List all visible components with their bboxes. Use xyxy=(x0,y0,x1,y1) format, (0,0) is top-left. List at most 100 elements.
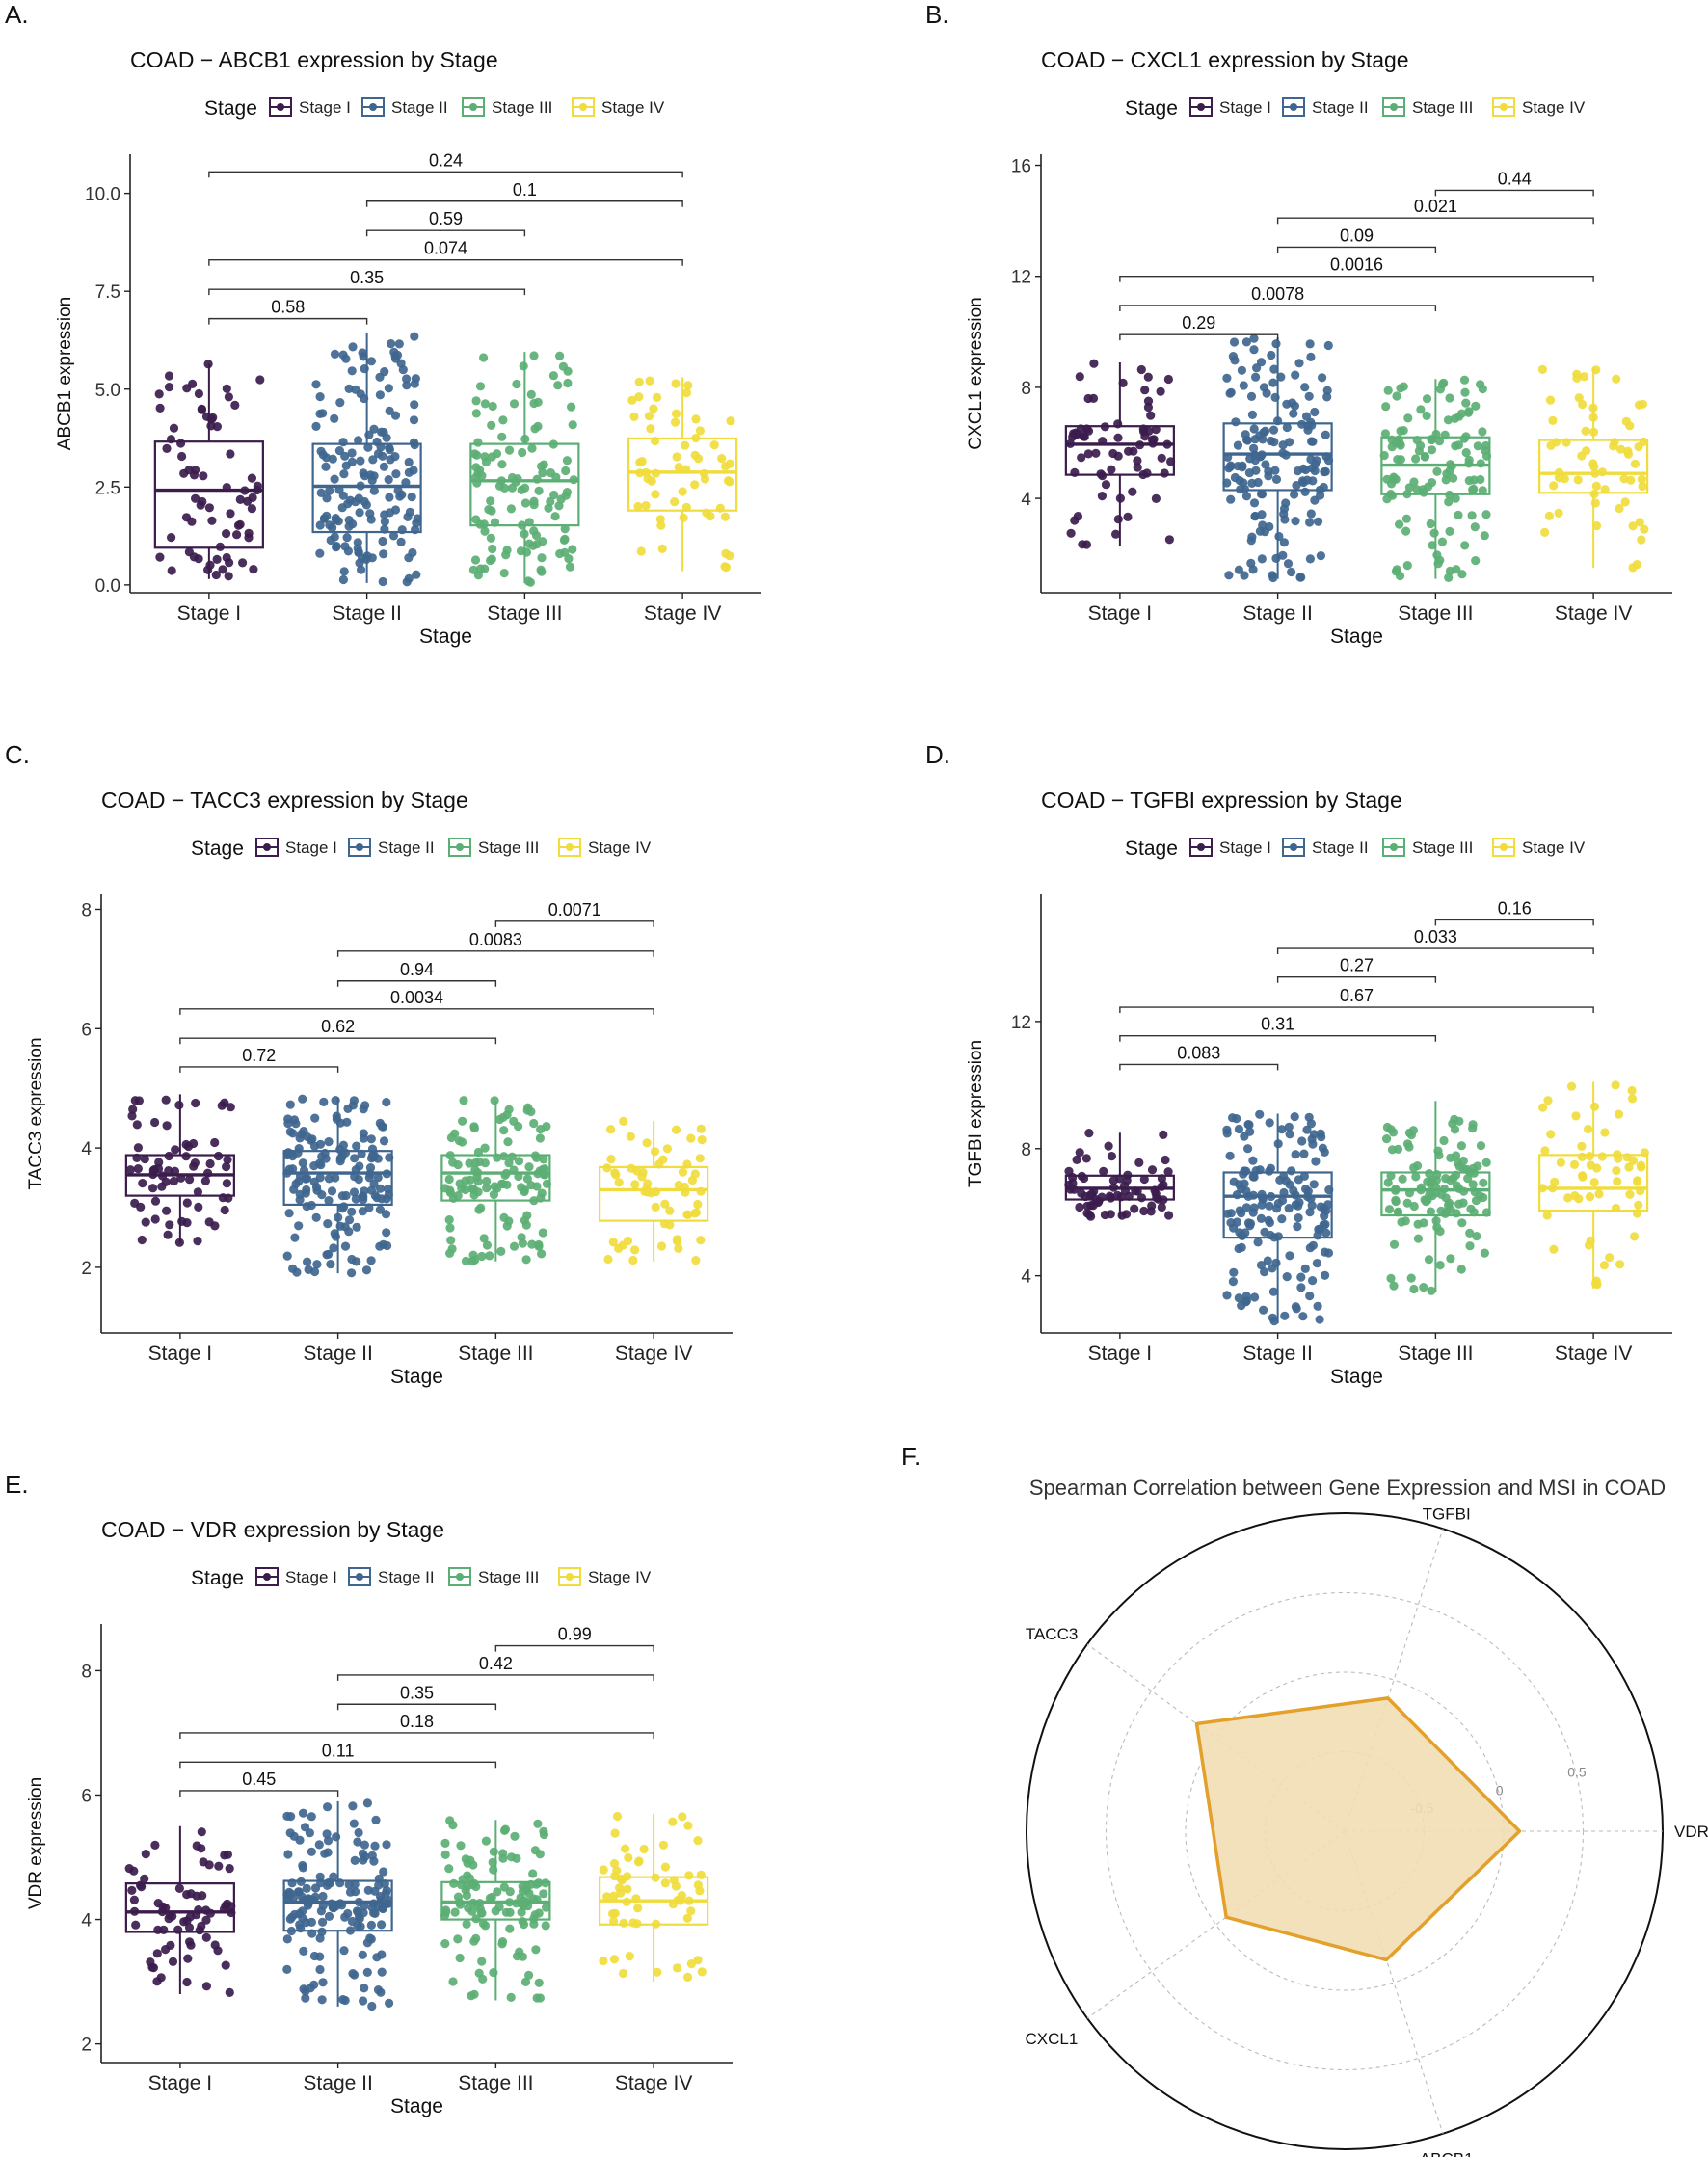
data-point xyxy=(1445,526,1454,537)
box-4 xyxy=(1537,364,1649,573)
data-point xyxy=(290,1233,300,1242)
data-point xyxy=(444,1215,454,1225)
data-point xyxy=(1251,372,1261,382)
data-point xyxy=(521,1255,531,1265)
data-point xyxy=(1428,541,1437,550)
bracket-line xyxy=(208,171,683,178)
data-point xyxy=(1589,1178,1599,1187)
data-point xyxy=(1099,1166,1108,1176)
data-point xyxy=(133,1143,143,1153)
data-point xyxy=(691,1256,701,1265)
comparison-bracket: 0.11 xyxy=(179,1741,497,1769)
data-point xyxy=(1265,1118,1274,1128)
p-value-label: 0.18 xyxy=(400,1712,434,1731)
data-point xyxy=(1456,1141,1466,1151)
data-point xyxy=(498,1112,508,1122)
data-point xyxy=(150,1117,160,1128)
data-point xyxy=(1299,1171,1309,1181)
data-point xyxy=(1259,383,1268,392)
data-point xyxy=(335,398,345,408)
p-value-label: 0.0083 xyxy=(469,930,522,949)
comparison-bracket: 0.083 xyxy=(1119,1043,1279,1071)
legend-label: Stage I xyxy=(285,839,337,857)
data-point xyxy=(1140,432,1150,441)
box-2 xyxy=(1222,1109,1334,1326)
comparison-bracket: 0.1 xyxy=(365,180,683,207)
data-point xyxy=(338,491,348,500)
data-point xyxy=(350,1855,360,1865)
data-point xyxy=(192,1891,201,1901)
data-point xyxy=(526,389,536,399)
data-point xyxy=(1637,1162,1646,1172)
x-tick-label: Stage IV xyxy=(615,2072,693,2094)
data-point xyxy=(1237,365,1246,375)
data-point xyxy=(1245,1221,1255,1231)
data-point xyxy=(1238,463,1247,472)
data-point xyxy=(1478,427,1487,437)
legend-label: Stage IV xyxy=(1522,98,1586,117)
x-tick-label: Stage II xyxy=(1242,602,1312,625)
data-point xyxy=(539,1889,548,1899)
data-point xyxy=(326,535,335,546)
data-point xyxy=(348,342,358,352)
data-point xyxy=(378,1903,387,1913)
box-rect xyxy=(440,1154,551,1202)
data-point xyxy=(645,376,654,386)
p-value-label: 0.0034 xyxy=(390,988,443,1007)
data-point xyxy=(1635,518,1644,527)
data-point xyxy=(1404,1142,1414,1152)
data-point xyxy=(487,420,496,430)
data-point xyxy=(128,1105,138,1114)
data-point xyxy=(1139,1174,1149,1185)
data-point xyxy=(329,1243,338,1253)
comparison-bracket: 0.99 xyxy=(494,1625,654,1652)
data-point xyxy=(486,533,495,543)
y-tick-label: 12 xyxy=(1011,268,1031,288)
data-point xyxy=(224,392,233,402)
data-point xyxy=(288,1893,298,1903)
data-point xyxy=(610,1908,620,1918)
data-point xyxy=(1615,1260,1625,1269)
box-rect xyxy=(282,1879,393,1932)
data-point xyxy=(1570,1191,1580,1201)
data-point xyxy=(1628,1156,1638,1165)
data-point xyxy=(366,1185,377,1195)
x-axis-label: Stage xyxy=(390,1366,443,1388)
data-point xyxy=(1630,459,1640,468)
data-point xyxy=(398,365,408,375)
data-point xyxy=(379,549,388,559)
data-point xyxy=(696,1124,706,1133)
data-point xyxy=(455,1953,465,1963)
data-point xyxy=(540,1164,549,1174)
data-point xyxy=(1320,467,1329,477)
data-point xyxy=(536,565,546,574)
data-point xyxy=(1475,1191,1484,1201)
data-point xyxy=(1434,437,1445,446)
data-point xyxy=(1264,471,1273,481)
data-point xyxy=(367,2001,377,2011)
data-point xyxy=(409,415,419,425)
data-point xyxy=(167,533,176,543)
data-point xyxy=(695,426,706,436)
data-point xyxy=(1479,1178,1488,1187)
data-point xyxy=(653,1967,662,1977)
data-point xyxy=(481,457,491,466)
data-point xyxy=(480,1921,491,1931)
data-point xyxy=(1578,399,1588,410)
data-point xyxy=(1300,383,1310,392)
data-point xyxy=(1473,441,1482,451)
data-point xyxy=(1157,1202,1166,1212)
data-point xyxy=(1225,388,1235,398)
data-point xyxy=(567,402,576,412)
data-point xyxy=(349,1187,360,1197)
data-point xyxy=(184,1923,195,1932)
data-point xyxy=(1316,551,1325,561)
data-point xyxy=(1241,337,1251,347)
data-point xyxy=(150,1196,161,1206)
data-point xyxy=(534,1241,544,1251)
data-point xyxy=(404,467,414,477)
data-point xyxy=(670,497,680,507)
data-point xyxy=(660,1862,671,1872)
data-point xyxy=(1232,1114,1241,1124)
data-point xyxy=(282,1251,292,1261)
